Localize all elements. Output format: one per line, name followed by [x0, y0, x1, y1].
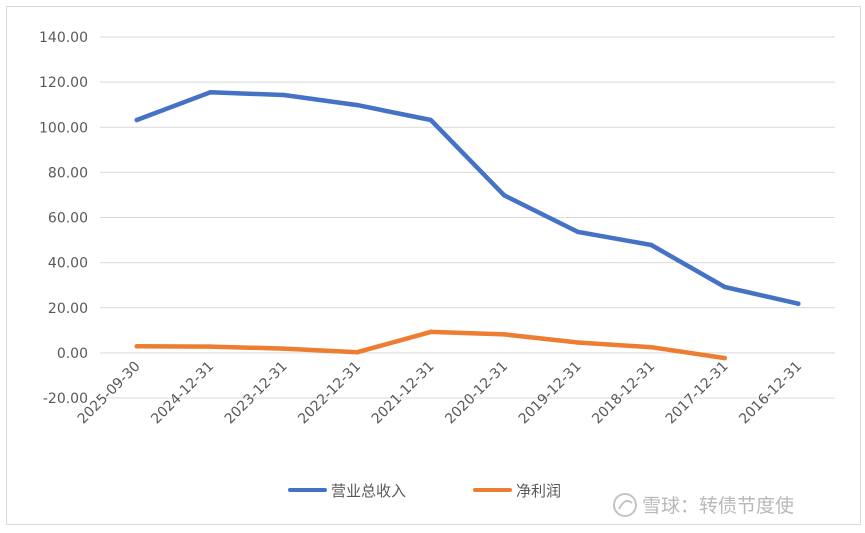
y-tick-label: -20.00	[43, 391, 88, 407]
series-line-net-profit	[134, 329, 728, 361]
legend: 营业总收入 净利润	[288, 482, 561, 500]
y-tick-label: 140.00	[39, 30, 88, 46]
data-point	[796, 301, 801, 306]
legend-label-revenue: 营业总收入	[331, 482, 406, 500]
data-point	[355, 349, 360, 355]
y-tick-label: 100.00	[39, 120, 88, 136]
x-tick-label: 2023-12-31	[222, 359, 291, 428]
x-tick-label: 2017-12-31	[663, 359, 732, 428]
data-point	[208, 90, 213, 95]
data-point	[281, 346, 286, 351]
data-point	[134, 117, 139, 123]
data-point	[575, 340, 580, 345]
watermark-text: 雪球：转债节度使	[642, 495, 794, 517]
data-point	[355, 102, 360, 108]
y-tick-label: 80.00	[48, 165, 88, 181]
data-point	[649, 242, 654, 248]
y-tick-label: 0.00	[57, 346, 88, 362]
data-point	[502, 332, 507, 337]
x-axis-ticks: 2025-09-30 2024-12-31 2023-12-31 2022-12-31…	[75, 359, 805, 428]
y-axis-ticks: -20.00 0.00 20.00 40.00 60.00 80.00 100.00 120.…	[39, 30, 88, 407]
data-point	[428, 329, 433, 335]
series-lines	[134, 90, 801, 361]
data-point	[722, 355, 727, 361]
data-point	[722, 284, 727, 290]
data-point	[575, 229, 580, 235]
chart-frame	[6, 6, 861, 525]
x-tick-label: 2020-12-31	[442, 359, 511, 428]
data-point	[502, 193, 507, 198]
x-tick-label: 2021-12-31	[369, 359, 438, 428]
snowball-logo-icon	[613, 493, 637, 517]
y-tick-label: 40.00	[48, 256, 88, 272]
x-tick-label: 2019-12-31	[516, 359, 585, 428]
y-tick-label: 20.00	[48, 301, 88, 317]
x-tick-label: 2018-12-31	[589, 359, 658, 428]
data-point	[208, 344, 213, 349]
x-tick-label: 2024-12-31	[148, 359, 217, 428]
series-line-revenue	[134, 90, 801, 306]
legend-label-profit: 净利润	[516, 482, 561, 500]
y-tick-label: 120.00	[39, 75, 88, 91]
watermark: 雪球：转债节度使	[613, 493, 794, 517]
gridlines	[100, 36, 835, 399]
data-point	[281, 92, 286, 98]
data-point	[649, 344, 654, 350]
x-tick-label: 2016-12-31	[736, 359, 805, 428]
data-point	[134, 344, 139, 349]
y-tick-label: 60.00	[48, 211, 88, 227]
x-tick-label: 2022-12-31	[295, 359, 364, 428]
data-point	[428, 117, 433, 123]
